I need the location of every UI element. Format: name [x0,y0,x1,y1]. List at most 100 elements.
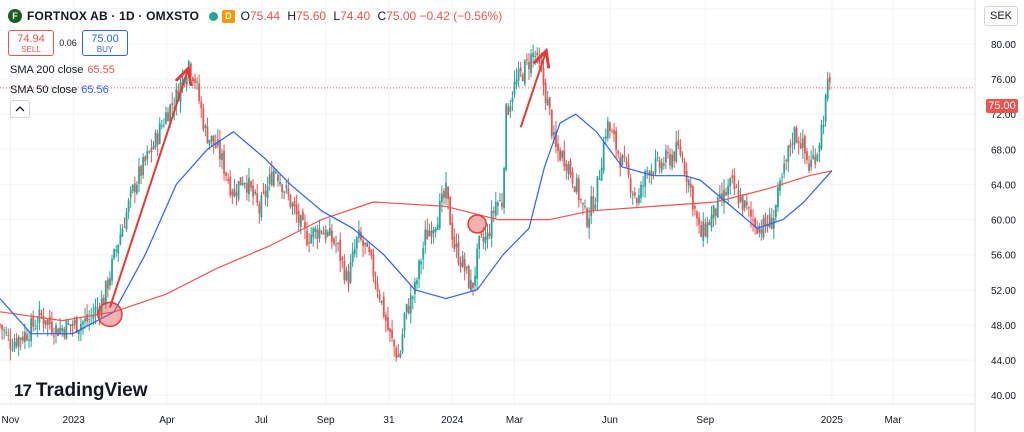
candle-down [808,163,810,171]
candle-down [658,159,661,168]
candle-down [752,219,754,221]
candle-up [115,249,118,252]
candle-down [331,230,333,242]
x-tick-label: Apr [159,415,175,426]
sell-button[interactable]: 74.94 SELL [8,30,54,56]
candle-up [646,170,649,172]
candle-up [322,232,325,235]
candle-up [513,81,516,96]
candle-down [582,203,584,205]
candle-up [28,339,30,341]
annotation-circle [97,301,123,328]
candle-down [384,314,387,322]
candle-up [671,154,674,168]
candle-up [366,242,369,248]
sell-price: 74.94 [17,32,45,45]
candle-up [712,205,715,219]
candle-up [312,228,315,238]
indicator-sma50-label: SMA 50 close [10,84,78,96]
candle-down [339,239,342,262]
collapse-legend-button[interactable] [10,100,30,118]
candle-up [275,172,277,174]
ohlc-readout: O75.44 H75.60 L74.40 C75.00 −0.42 (−0.56… [241,9,507,23]
candle-up [380,300,383,303]
indicator-sma50[interactable]: SMA 50 close 65.56 [10,84,109,96]
candle-up [349,262,352,283]
x-tick-label: Nov [1,415,19,426]
candle-up [718,194,721,198]
candle-down [229,177,232,195]
candle-up [530,54,532,74]
x-tick-label: 2024 [441,415,464,426]
candle-up [727,185,730,195]
candle-down [50,321,53,333]
candle-up [405,303,408,313]
candle-down [733,175,736,190]
candle-down [571,172,574,184]
indicator-sma200[interactable]: SMA 200 close 65.55 [10,64,115,76]
candle-down [102,297,105,305]
buy-button[interactable]: 75.00 BUY [82,30,128,56]
currency-button[interactable]: SEK [984,6,1018,26]
candle-down [364,242,367,245]
candle-down [492,210,495,213]
candle-down [382,296,385,317]
y-tick-label: 44.00 [991,356,1016,367]
candle-down [223,150,225,174]
candle-down [472,282,474,288]
delayed-data-badge[interactable]: D [222,9,235,23]
candle-down [1,325,3,330]
symbol-title[interactable]: FORTNOX AB · 1D · OMXSTO [27,9,200,23]
chevron-up-icon [15,106,25,112]
candle-down [304,221,306,229]
candle-down [218,140,221,160]
tradingview-logo[interactable]: 17 TradingView [14,380,148,402]
candle-up [38,309,41,323]
candle-down [806,151,808,161]
candle-up [154,132,157,148]
candle-up [121,228,124,237]
candle-down [681,158,684,160]
candle-down [387,317,389,330]
y-tick-label: 56.00 [991,251,1016,262]
candle-down [828,77,831,83]
x-tick-label: Sep [696,415,714,426]
candle-up [801,138,804,148]
candle-up [465,266,468,269]
candle-up [158,123,161,144]
candle-down [577,178,580,201]
candle-up [399,353,402,357]
candle-up [509,105,512,112]
candle-up [88,319,91,321]
candle-up [310,234,313,244]
candle-down [756,227,759,234]
candle-down [760,229,763,234]
candle-down [559,149,562,161]
last-price-label: 75.00 [986,99,1018,113]
candle-up [675,142,678,162]
candle-down [7,334,10,336]
candle-up [810,159,813,167]
candle-down [264,190,267,197]
candle-up [470,280,472,291]
close-key: C [377,9,387,23]
candle-up [117,244,120,254]
candle-down [677,139,680,147]
candle-down [673,151,676,162]
candle-up [131,185,134,192]
candle-up [486,232,489,240]
candle-down [368,246,371,253]
candle-down [231,191,234,196]
candle-down [71,324,74,326]
candle-down [679,145,682,156]
candle-down [799,143,802,149]
candle-up [706,221,709,238]
candle-up [606,120,609,139]
candle-down [482,236,485,242]
candle-down [569,160,572,176]
candle-up [34,328,37,330]
y-tick-label: 48.00 [991,321,1016,332]
candle-up [590,196,593,217]
candle-up [604,136,607,139]
